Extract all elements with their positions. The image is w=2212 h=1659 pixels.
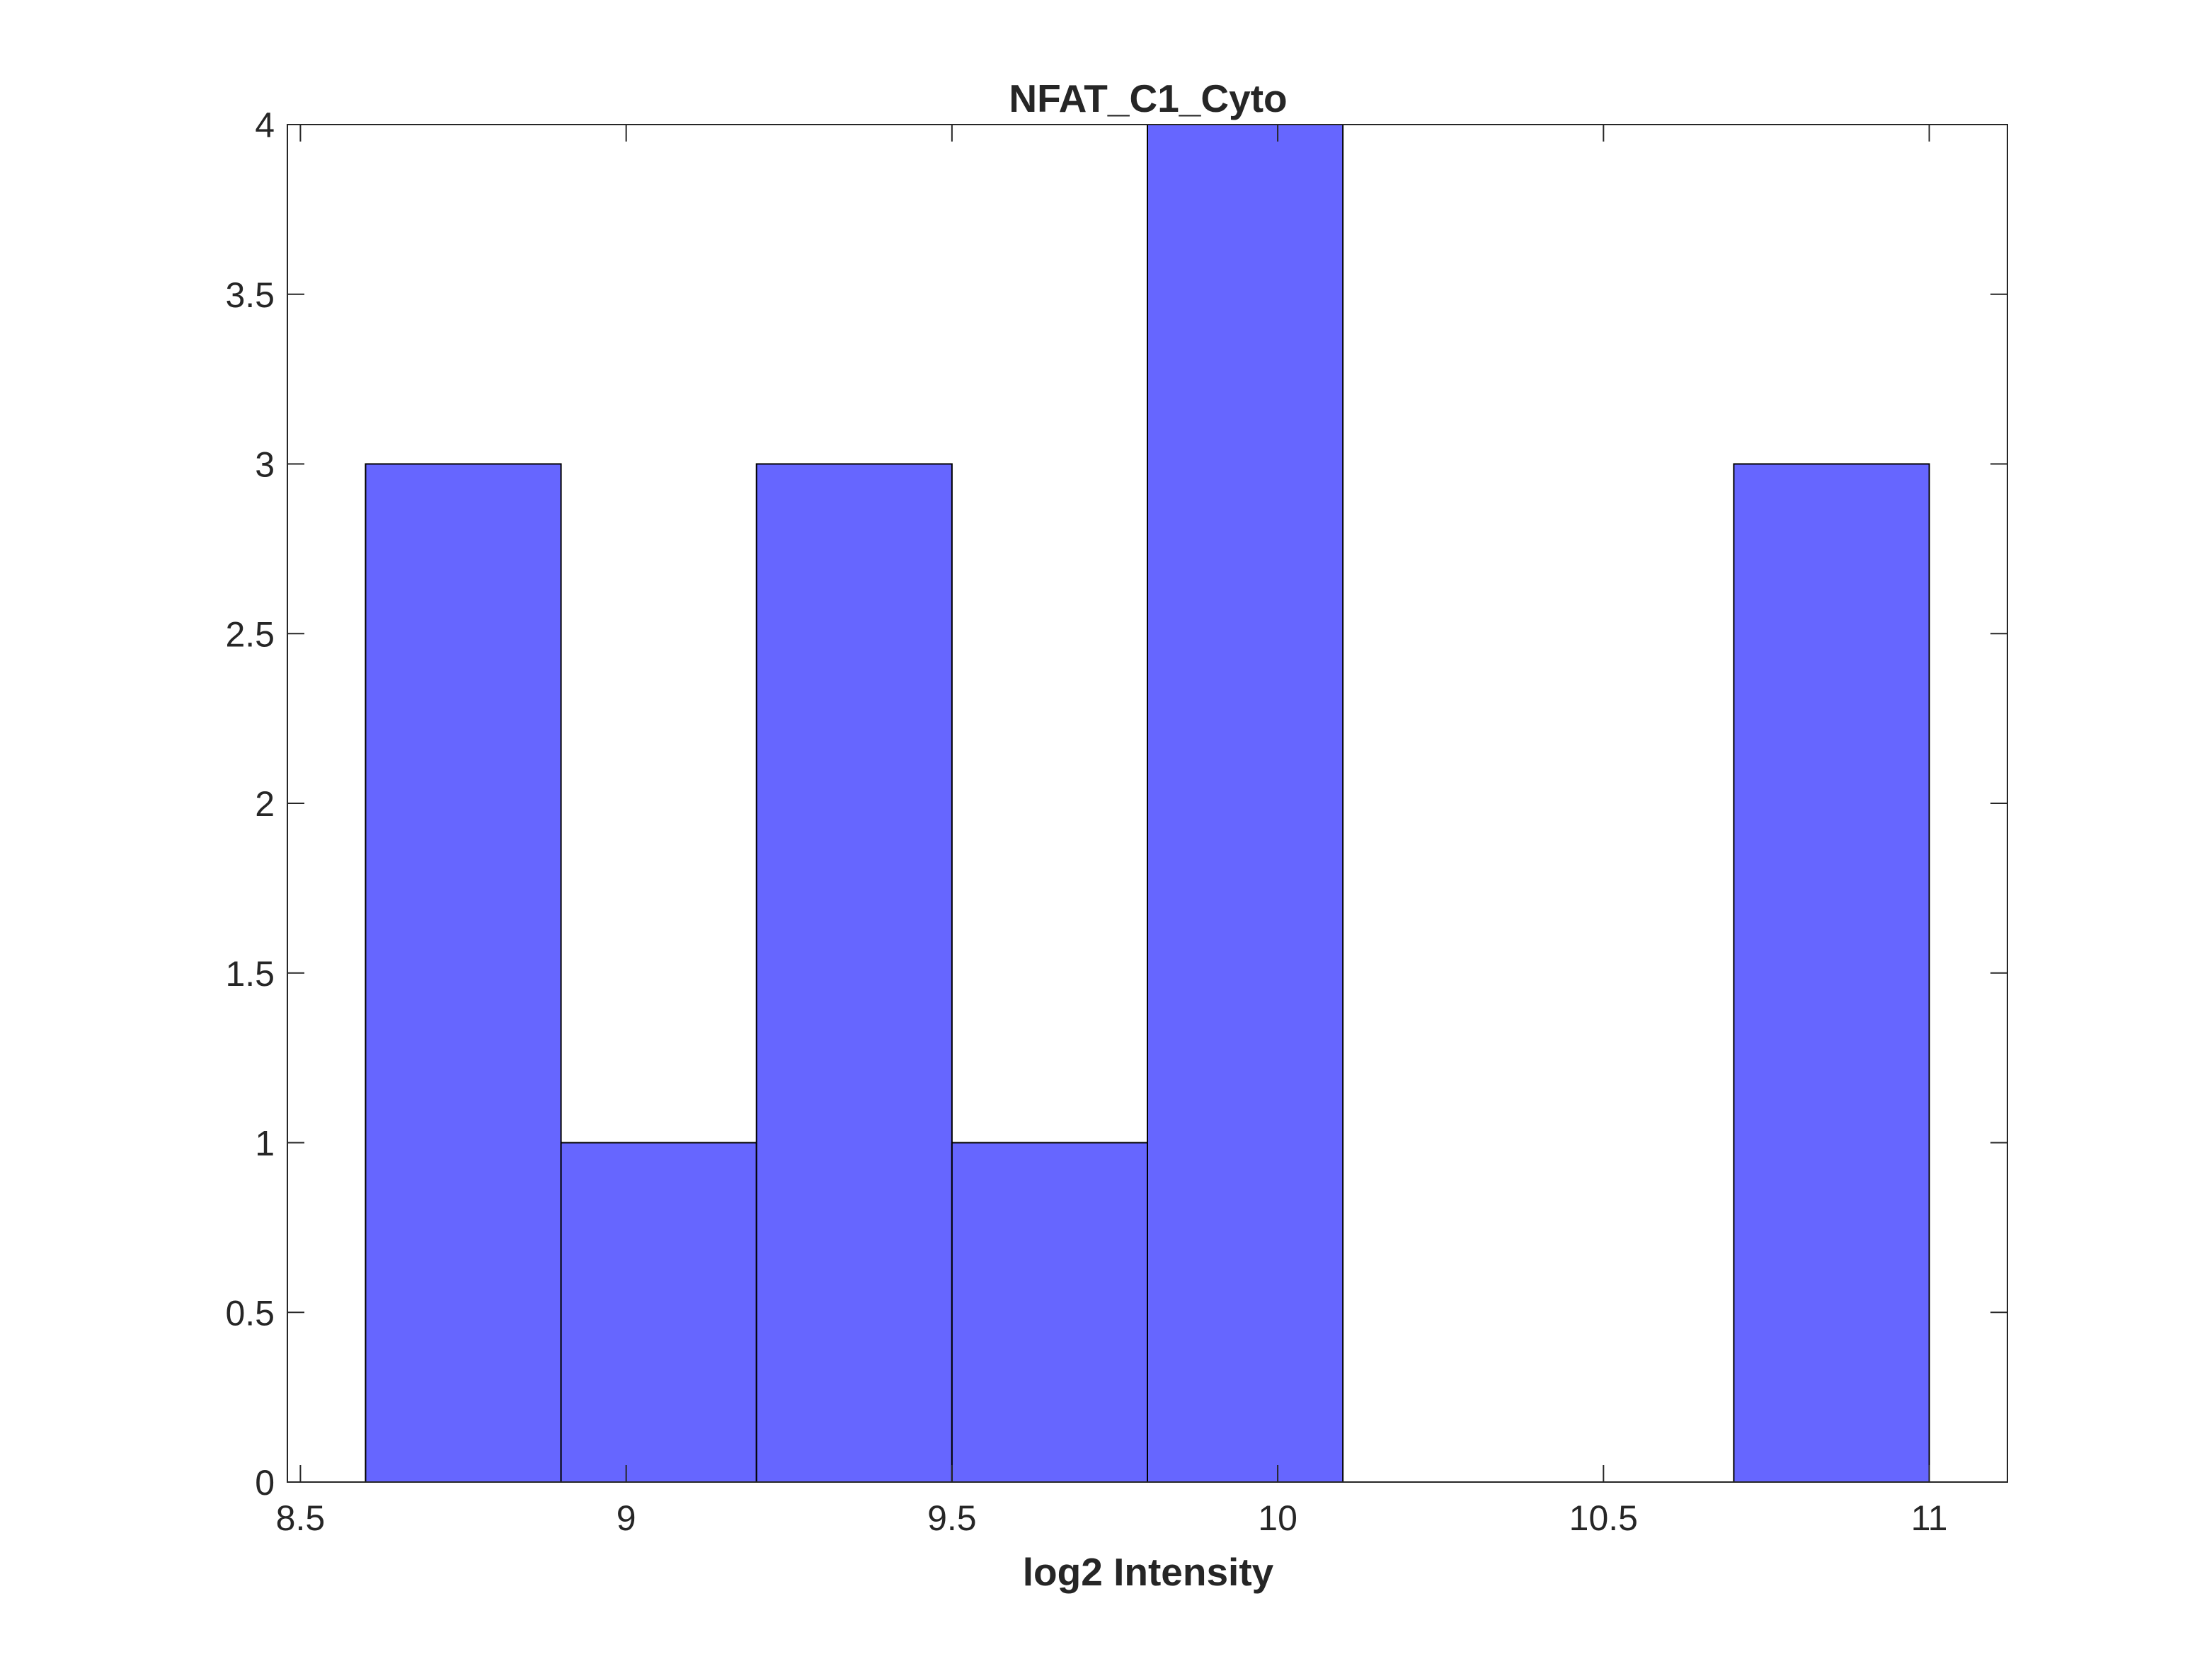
- y-tick-label: 1: [255, 1124, 275, 1164]
- histogram-bar: [951, 1142, 1148, 1483]
- x-tick-label: 9: [617, 1498, 636, 1538]
- x-tick-label: 9.5: [927, 1498, 977, 1538]
- x-tick-label: 8.5: [276, 1498, 326, 1538]
- y-tick-label: 4: [255, 105, 275, 145]
- axis-ticks: [287, 124, 2007, 1483]
- histogram-bar: [755, 463, 953, 1483]
- y-tick-label: 3: [255, 445, 275, 485]
- x-tick-label: 10: [1258, 1498, 1297, 1538]
- histogram-bar: [1147, 124, 1344, 1483]
- plot-area-frame: [287, 124, 2008, 1483]
- y-tick-labels: 0 0.5 1 1.5 2 2.5 3 3.5 4: [225, 105, 275, 1503]
- histogram-bar: [365, 463, 562, 1483]
- histogram-bar: [560, 1142, 757, 1483]
- y-tick-label: 2: [255, 784, 275, 824]
- chart-title: NFAT_C1_Cyto: [1009, 76, 1287, 120]
- y-tick-label: 2.5: [225, 614, 275, 654]
- x-tick-labels: 8.5 9 9.5 10 10.5 11: [276, 1498, 1948, 1538]
- y-tick-label: 0: [255, 1463, 275, 1503]
- x-axis-title: log2 Intensity: [1023, 1550, 1274, 1594]
- y-tick-label: 1.5: [225, 954, 275, 994]
- x-tick-label: 11: [1911, 1498, 1948, 1538]
- histogram-bar: [1733, 463, 1930, 1483]
- histogram-bars: [365, 124, 1930, 1483]
- x-tick-label: 10.5: [1569, 1498, 1638, 1538]
- y-tick-label: 3.5: [225, 275, 275, 315]
- y-tick-label: 0.5: [225, 1293, 275, 1333]
